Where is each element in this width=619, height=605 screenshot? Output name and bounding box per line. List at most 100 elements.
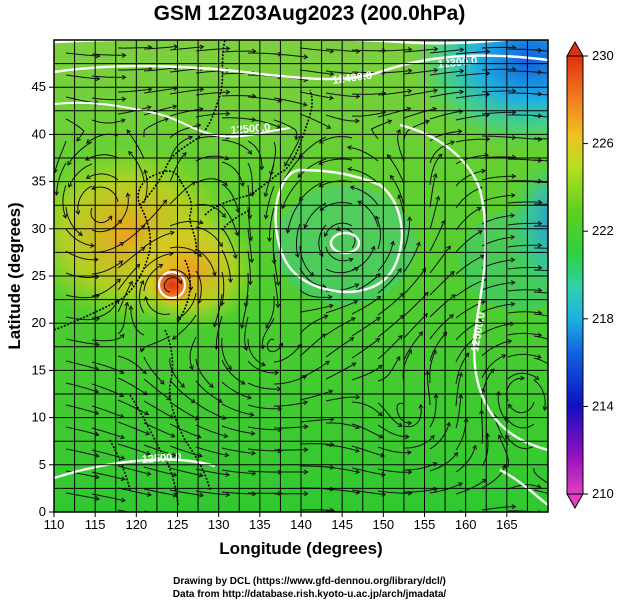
streamline [222,514,256,515]
streamline-arrow [418,331,424,337]
streamline-arrow [538,510,542,512]
streamline-arrow [397,194,403,200]
streamline-arrow [329,95,334,101]
streamline-arrow [303,447,309,453]
streamline [396,402,412,424]
streamline-arrow [453,451,459,457]
streamline-arrow [118,260,124,265]
streamline [268,207,275,242]
y-tick-label: 30 [32,221,46,236]
streamline [507,332,542,336]
streamline-arrow [407,88,413,94]
streamline-arrow [278,513,282,517]
streamline [533,467,548,484]
streamline [455,187,483,209]
streamline [455,93,490,99]
y-tick-label: 35 [32,174,46,189]
streamline [481,281,515,291]
streamline [91,97,126,101]
streamline [507,372,539,380]
streamline-arrow [145,450,151,456]
streamline-arrow [479,409,485,415]
colorbar-bar [566,55,584,495]
streamline-arrow [387,119,393,125]
streamline-arrow [266,237,272,243]
streamline-arrow [116,278,121,284]
streamline-arrow [225,46,231,52]
streamline-arrow [537,287,543,293]
streamline-arrow [250,430,256,436]
streamline [481,111,516,115]
streamline-arrow [520,375,525,381]
streamline [429,245,451,274]
streamline [507,244,542,248]
streamline-arrow [537,220,543,226]
streamline [284,135,301,167]
streamline [247,404,282,410]
streamline-arrow [350,317,356,322]
streamline-arrow [537,265,543,271]
streamline [195,113,230,118]
streamline-arrow [511,88,517,94]
streamline-arrow [198,472,204,478]
streamline [91,119,126,124]
x-tick-label: 150 [372,517,394,532]
streamline-arrow [208,383,214,388]
streamline-arrow [94,410,100,416]
streamline-arrow [76,136,81,142]
streamline [403,48,438,53]
streamline [455,279,486,297]
streamline [504,416,535,429]
streamline-arrow [355,394,361,400]
streamline [533,71,548,74]
streamline [195,424,228,438]
streamline-arrow [432,349,437,355]
streamline-arrow [563,318,567,322]
streamline [325,362,356,380]
streamline-arrow [326,124,332,129]
streamline-arrow [217,398,223,403]
streamline [377,241,394,272]
streamline [143,67,178,72]
streamline-arrow [221,415,227,420]
streamline [481,46,516,49]
streamline-arrow [377,364,383,370]
streamline-arrow [481,300,486,305]
streamline [247,96,282,102]
streamline [91,75,126,78]
streamline [91,427,125,439]
streamline [169,152,187,183]
streamline-arrow [121,497,126,503]
streamline [221,183,240,213]
streamline-arrow [375,316,381,322]
streamline [143,356,165,385]
streamline-arrow [119,369,125,374]
streamline-arrow [407,450,412,456]
x-tick-label: 115 [85,517,106,532]
x-tick-label: 120 [125,517,147,532]
streamline [195,380,223,403]
streamline [91,260,123,275]
streamline-arrow [275,303,281,309]
streamline-arrow [303,223,309,229]
y-axis-label: Latitude (degrees) [5,202,24,349]
streamline [221,249,232,283]
streamline [533,115,548,118]
streamline [534,225,548,227]
streamline [299,289,332,298]
streamline [117,421,150,435]
streamline-arrow [197,252,203,257]
streamline [299,91,334,99]
streamline [533,357,548,365]
streamline [169,220,203,227]
streamline [54,140,67,173]
streamline [507,289,542,292]
credit-data: Data from http://database.rish.kyoto-u.a… [172,589,447,600]
streamline-arrow [397,422,403,427]
streamline-arrow [398,334,403,340]
colorbar-top-arrow [566,40,584,57]
streamline [534,247,548,249]
streamline [429,91,464,98]
streamline-arrow [139,347,145,353]
streamline-arrow [354,448,360,453]
